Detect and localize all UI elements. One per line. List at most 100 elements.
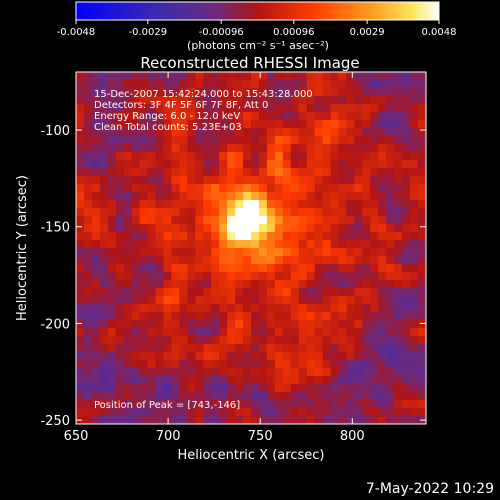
- heatmap-cell: [370, 368, 379, 377]
- heatmap-cell: [211, 96, 220, 105]
- heatmap-cell: [107, 248, 117, 257]
- heatmap-cell: [338, 224, 348, 233]
- heatmap-cell: [91, 272, 101, 281]
- heatmap-cell: [195, 128, 204, 137]
- heatmap-cell: [362, 280, 371, 289]
- heatmap-cell: [251, 96, 260, 105]
- heatmap-cell: [330, 240, 340, 249]
- heatmap-cell: [163, 112, 173, 121]
- heatmap-cell: [410, 232, 419, 241]
- heatmap-cell: [290, 272, 300, 281]
- heatmap-cell: [83, 88, 93, 97]
- heatmap-cell: [394, 256, 403, 265]
- heatmap-cell: [163, 344, 173, 353]
- heatmap-cell: [306, 328, 316, 337]
- heatmap-cell: [290, 128, 300, 137]
- heatmap-cell: [91, 88, 101, 97]
- heatmap-cell: [115, 128, 125, 137]
- heatmap-cell: [298, 296, 308, 305]
- heatmap-cell: [203, 168, 212, 177]
- heatmap-cell: [147, 136, 157, 145]
- heatmap-cell: [258, 312, 268, 321]
- heatmap-cell: [235, 88, 244, 97]
- heatmap-cell: [83, 232, 93, 241]
- heatmap-cell: [91, 192, 101, 201]
- heatmap-cell: [418, 360, 426, 369]
- heatmap-cell: [282, 128, 292, 137]
- heatmap-cell: [155, 224, 165, 233]
- heatmap-cell: [123, 160, 133, 169]
- heatmap-cell: [107, 232, 117, 241]
- heatmap-cell: [76, 384, 85, 393]
- heatmap-cell: [370, 256, 379, 265]
- heatmap-cell: [418, 232, 426, 241]
- heatmap-cell: [258, 80, 268, 89]
- heatmap-cell: [187, 264, 196, 273]
- heatmap-cell: [282, 136, 292, 145]
- heatmap-cell: [306, 160, 316, 169]
- heatmap-cell: [131, 232, 141, 241]
- heatmap-cell: [243, 80, 252, 89]
- heatmap-cell: [314, 376, 324, 385]
- heatmap-cell: [330, 360, 340, 369]
- heatmap-cell: [314, 168, 324, 177]
- heatmap-cell: [314, 344, 324, 353]
- heatmap-cell: [386, 336, 395, 345]
- heatmap-cell: [370, 184, 379, 193]
- heatmap-cell: [402, 312, 411, 321]
- heatmap-cell: [107, 120, 117, 129]
- heatmap-cell: [147, 88, 157, 97]
- heatmap-cell: [418, 256, 426, 265]
- heatmap-cell: [282, 280, 292, 289]
- heatmap-cell: [418, 336, 426, 345]
- heatmap-cell: [290, 224, 300, 233]
- heatmap-cell: [354, 184, 363, 193]
- heatmap-cell: [235, 72, 244, 81]
- heatmap-cell: [306, 392, 316, 401]
- heatmap-cell: [147, 240, 157, 249]
- heatmap-cell: [338, 416, 348, 424]
- heatmap-cell: [402, 96, 411, 105]
- heatmap-cell: [171, 360, 181, 369]
- heatmap-cell: [147, 128, 157, 137]
- heatmap-cell: [235, 200, 244, 209]
- heatmap-cell: [394, 360, 403, 369]
- heatmap-cell: [418, 216, 426, 225]
- heatmap-cell: [314, 216, 324, 225]
- heatmap-cell: [131, 224, 141, 233]
- heatmap-cell: [354, 320, 363, 329]
- heatmap-cell: [282, 80, 292, 89]
- heatmap-cell: [131, 320, 141, 329]
- heatmap-cell: [266, 248, 276, 257]
- heatmap-cell: [354, 128, 363, 137]
- heatmap-cell: [219, 352, 228, 361]
- heatmap-cell: [306, 104, 316, 113]
- heatmap-cell: [394, 216, 403, 225]
- heatmap-cell: [418, 272, 426, 281]
- heatmap-cell: [322, 264, 332, 273]
- heatmap-cell: [83, 224, 93, 233]
- heatmap-cell: [99, 368, 109, 377]
- heatmap-cell: [394, 264, 403, 273]
- heatmap-cell: [235, 128, 244, 137]
- heatmap-cell: [203, 272, 212, 281]
- heatmap-cell: [219, 376, 228, 385]
- heatmap-cell: [346, 280, 356, 289]
- heatmap-cell: [227, 416, 236, 424]
- heatmap-cell: [402, 136, 411, 145]
- heatmap-cell: [378, 112, 387, 121]
- heatmap-cell: [330, 328, 340, 337]
- heatmap-cell: [203, 256, 212, 265]
- heatmap-cell: [314, 384, 324, 393]
- heatmap-cell: [378, 344, 387, 353]
- heatmap-cell: [139, 160, 149, 169]
- heatmap-cell: [346, 360, 356, 369]
- heatmap-cell: [354, 296, 363, 305]
- heatmap-cell: [219, 224, 228, 233]
- y-tick-label: -200: [40, 317, 70, 332]
- heatmap-cell: [203, 328, 212, 337]
- heatmap-cell: [274, 248, 284, 257]
- heatmap-cell: [76, 192, 85, 201]
- heatmap-cell: [179, 160, 188, 169]
- heatmap-cell: [243, 304, 252, 313]
